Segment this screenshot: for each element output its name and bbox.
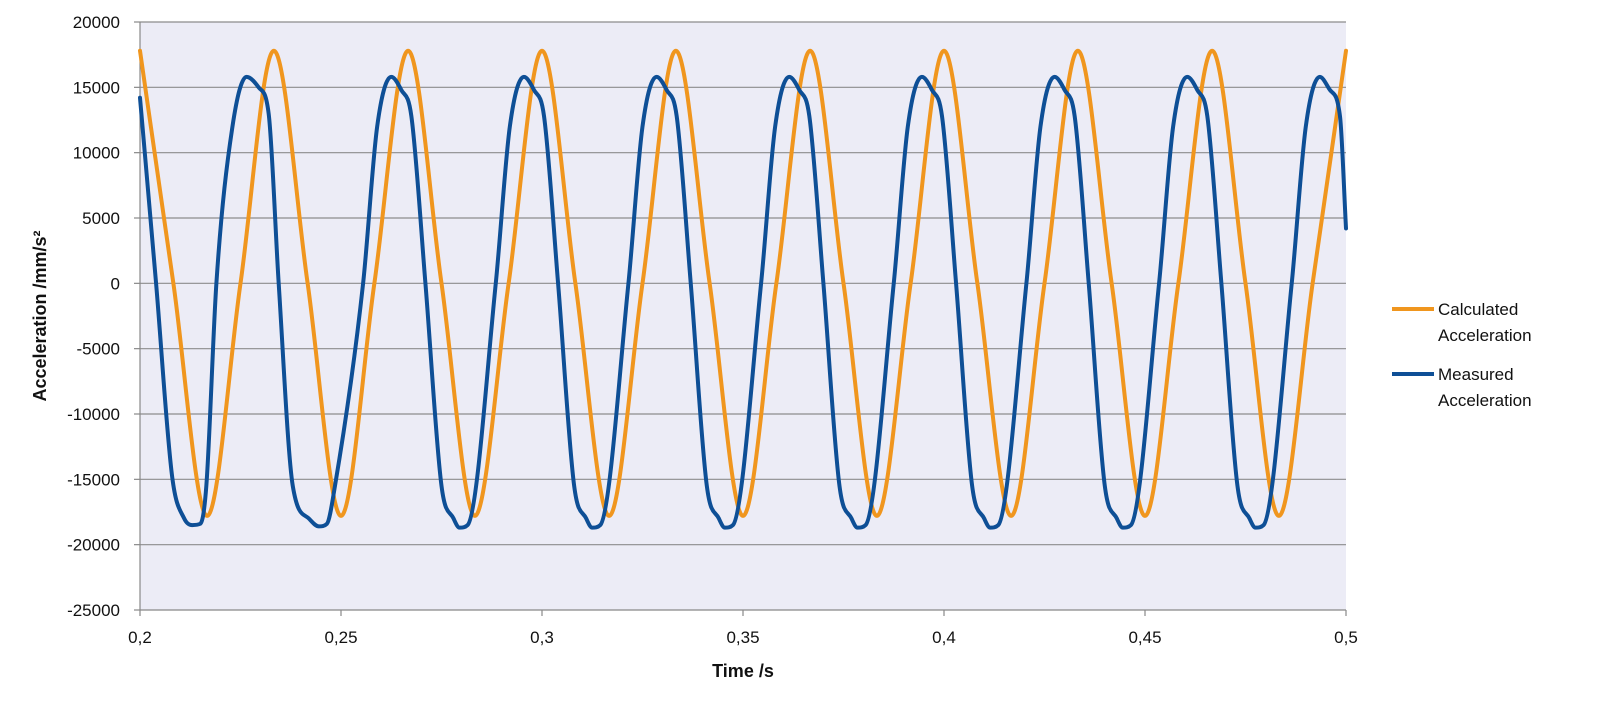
y-tick-label: 10000 (73, 144, 120, 163)
x-tick-label: 0,3 (530, 628, 554, 647)
y-tick-label: -15000 (67, 470, 120, 489)
series-line-calculated-acceleration (138, 48, 1348, 518)
x-tick-labels: 0,2 0,25 0,3 0,35 0,4 0,45 0,5 (128, 610, 1358, 647)
y-axis-title: Acceleration /mm/s² (30, 230, 50, 401)
y-tick-label: -5000 (77, 340, 120, 359)
grid-lines (140, 21, 1346, 546)
x-tick-label: 0,4 (932, 628, 956, 647)
y-tick-label: -25000 (67, 601, 120, 620)
x-tick-label: 0,45 (1128, 628, 1161, 647)
y-tick-label: 15000 (73, 78, 120, 97)
y-tick-labels: 20000 15000 10000 5000 0 -5000 -10000 -15000 -20… (67, 13, 140, 620)
y-tick-label: -20000 (67, 536, 120, 555)
x-tick-label: 0,35 (726, 628, 759, 647)
series-line-measured-acceleration (138, 74, 1348, 530)
x-tick-label: 0,5 (1334, 628, 1358, 647)
legend: Calculated Acceleration Measured Accelerati… (1392, 300, 1532, 410)
y-tick-label: 20000 (73, 13, 120, 32)
series-lines (138, 48, 1348, 530)
x-axis-title: Time /s (712, 661, 774, 681)
x-tick-label: 0,25 (324, 628, 357, 647)
y-tick-label: -10000 (67, 405, 120, 424)
legend-label: Calculated Acceleration (1438, 300, 1532, 345)
legend-label: Measured Acceleration (1438, 365, 1532, 410)
plot-area (140, 22, 1346, 610)
x-tick-label: 0,2 (128, 628, 152, 647)
y-tick-label: 5000 (82, 209, 120, 228)
y-tick-label: 0 (111, 274, 120, 293)
